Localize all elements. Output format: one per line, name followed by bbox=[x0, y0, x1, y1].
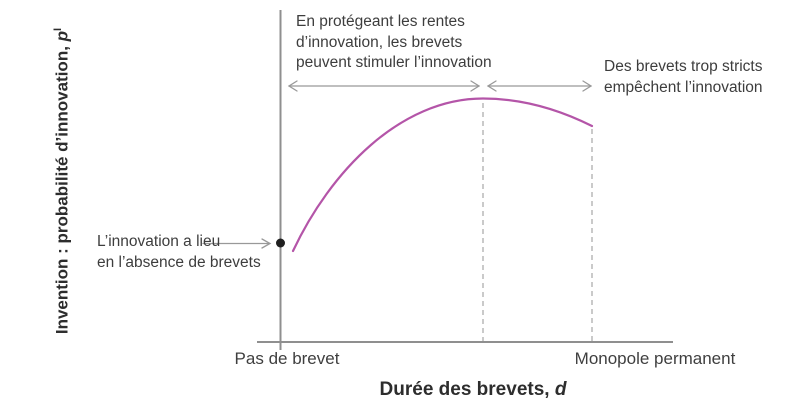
x-tick-permanent-monopoly: Monopole permanent bbox=[574, 349, 736, 368]
x-axis-title: Durée des brevets, d bbox=[313, 379, 633, 401]
pointer-arrow-icon bbox=[202, 238, 272, 249]
y-axis-title-text: Invention : probabilité d’innovation, bbox=[52, 41, 72, 335]
range-arrow-stimulate bbox=[287, 80, 481, 92]
annotation-strict-patents: Des brevets trop stricts empêchent l’inn… bbox=[604, 58, 763, 96]
innovation-probability-curve bbox=[291, 97, 594, 253]
range-arrow-too-strict bbox=[486, 80, 593, 92]
y-axis-title: Invention : probabilité d’innovation, pI bbox=[52, 9, 76, 353]
x-tick-no-patent: Pas de brevet bbox=[234, 349, 340, 368]
x-axis-title-text: Durée des brevets, bbox=[379, 379, 555, 400]
y-axis-title-variable: p bbox=[52, 30, 72, 42]
x-axis-title-variable: d bbox=[554, 379, 567, 400]
no-patent-point bbox=[276, 238, 285, 248]
annotation-patents-stimulate: En protégeant les rentes d’innovation, l… bbox=[296, 13, 492, 71]
y-axis-title-superscript: I bbox=[52, 27, 64, 31]
annotation-no-patents: L’innovation a lieu en l’absence de brev… bbox=[97, 233, 261, 271]
